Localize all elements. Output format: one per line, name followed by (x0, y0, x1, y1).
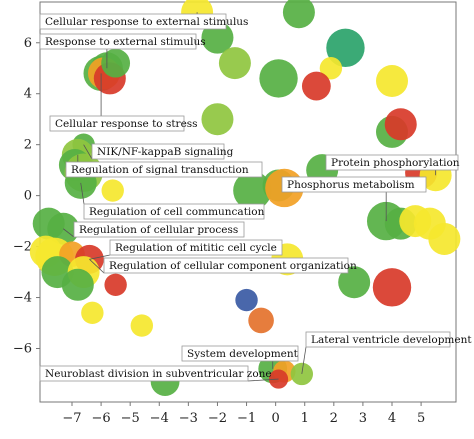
y-tick-label: −4 (13, 291, 32, 306)
plot-frame (39, 1, 457, 403)
bubble-point[interactable] (130, 314, 154, 337)
y-tick-label: 2 (24, 138, 32, 153)
annotation-box (39, 33, 197, 50)
bubble-point[interactable] (326, 28, 365, 68)
x-tick-label: −2 (208, 411, 227, 426)
y-tick-label: −6 (13, 341, 32, 356)
annotation-text: NIK/NF-kappaB signaling (97, 146, 234, 158)
annotation-box (49, 115, 185, 132)
x-tick-label: 1 (301, 411, 309, 426)
y-tick-label: 4 (24, 87, 32, 102)
x-tick-label: 5 (417, 411, 425, 426)
annotation-leader (83, 144, 93, 160)
annotation-text: Regulation of cell communcation (89, 206, 265, 218)
x-tick-label: −3 (179, 411, 198, 426)
annotation-box (91, 143, 225, 160)
annotation-box (39, 365, 249, 382)
annotation-box (39, 13, 227, 30)
y-tick-label: −2 (13, 240, 32, 255)
bubble-point[interactable] (104, 273, 127, 297)
y-tick-label: 0 (24, 189, 32, 204)
y-axis: 6 4 2 0 −2 −4 −6 (13, 36, 40, 356)
annotation-leader (89, 254, 111, 260)
annotation-label: Cellular response to external stimulus (39, 13, 248, 30)
bubble-point[interactable] (282, 0, 315, 29)
bubble-point[interactable] (233, 171, 272, 210)
annotation-box (65, 161, 263, 178)
annotation-label: Regulation of signal transduction (65, 161, 263, 178)
x-tick-label: −6 (92, 411, 111, 426)
annotation-text: Phosphorus metabolism (287, 179, 415, 191)
bubble-point[interactable] (61, 268, 94, 301)
annotation-text: Regulation of cellular process (79, 224, 238, 236)
x-tick-label: −1 (237, 411, 256, 426)
x-tick-label: 3 (359, 411, 367, 426)
annotation-leader (301, 346, 307, 375)
annotation-leader (89, 259, 105, 274)
annotation-text: Regulation of mititic cell cycle (115, 242, 277, 254)
annotation-box (73, 221, 245, 238)
bubble-point[interactable] (101, 48, 131, 78)
annotation-text: Response to external stimulus (45, 36, 206, 48)
annotation-label: Phosphorus metabolism (281, 176, 427, 193)
bubble-point[interactable] (428, 222, 461, 255)
bubble-point[interactable] (372, 268, 412, 307)
annotation-box (181, 345, 299, 362)
x-tick-label: 2 (330, 411, 338, 426)
bubble-point[interactable] (259, 59, 298, 98)
bubble-point[interactable] (201, 21, 234, 54)
bubble-point[interactable] (376, 64, 408, 97)
bubble-point[interactable] (201, 103, 234, 136)
annotation-label: Protein phosphorylation (325, 154, 460, 171)
annotation-text: Neuroblast division in subventricular zo… (45, 368, 272, 380)
annotation-label: Lateral ventricle development (305, 331, 472, 348)
annotation-text: Cellular response to external stimulus (45, 16, 248, 28)
x-tick-label: −5 (121, 411, 140, 426)
leader-lines (63, 12, 437, 382)
annotation-labels: Cellular response to external stimulus Re… (39, 13, 472, 382)
bubble-point[interactable] (338, 266, 371, 299)
annotation-label: Cellular response to stress (49, 115, 198, 132)
x-axis: −7 −6 −5 −4 −3 −2 −1 0 1 2 3 4 5 (62, 402, 425, 426)
annotation-text: Regulation of cellular component organiz… (109, 260, 357, 272)
annotation-leader (63, 228, 75, 238)
bubble-point[interactable] (101, 179, 124, 202)
annotation-box (281, 176, 427, 193)
y-tick-label: 6 (24, 36, 32, 51)
annotation-box (103, 257, 349, 274)
bubble-point[interactable] (218, 47, 251, 80)
annotation-text: Lateral ventricle development (311, 334, 472, 346)
annotation-label: Regulation of mititic cell cycle (109, 239, 283, 256)
annotation-box (109, 239, 283, 256)
annotation-label: Regulation of cell communcation (83, 203, 265, 220)
annotation-text: System development (187, 348, 299, 360)
annotation-label: Regulation of cellular process (73, 221, 245, 238)
annotation-text: Protein phosphorylation (331, 157, 460, 169)
annotation-box (325, 154, 459, 171)
bubble-point[interactable] (301, 71, 331, 101)
x-tick-label: 4 (388, 411, 396, 426)
annotation-label: Response to external stimulus (39, 33, 206, 50)
annotation-leader (247, 378, 279, 382)
bubble-point[interactable] (235, 288, 258, 312)
annotation-leader (80, 182, 85, 205)
bubble-point[interactable] (384, 108, 417, 141)
bubble-point[interactable] (248, 307, 274, 334)
x-tick-label: −4 (150, 411, 169, 426)
x-tick-label: −7 (62, 411, 81, 426)
annotation-label: NIK/NF-kappaB signaling (91, 143, 234, 160)
annotation-box (305, 331, 451, 348)
bubble-point[interactable] (319, 57, 343, 80)
x-tick-label: 0 (271, 411, 279, 426)
bubble-point[interactable] (81, 301, 104, 325)
annotation-label: Neuroblast division in subventricular zo… (39, 365, 272, 382)
annotation-text: Regulation of signal transduction (71, 164, 249, 176)
annotation-label: System development (181, 345, 299, 362)
annotation-label: Regulation of cellular component organiz… (103, 257, 357, 274)
annotation-box (83, 203, 265, 220)
annotation-text: Cellular response to stress (55, 118, 198, 130)
